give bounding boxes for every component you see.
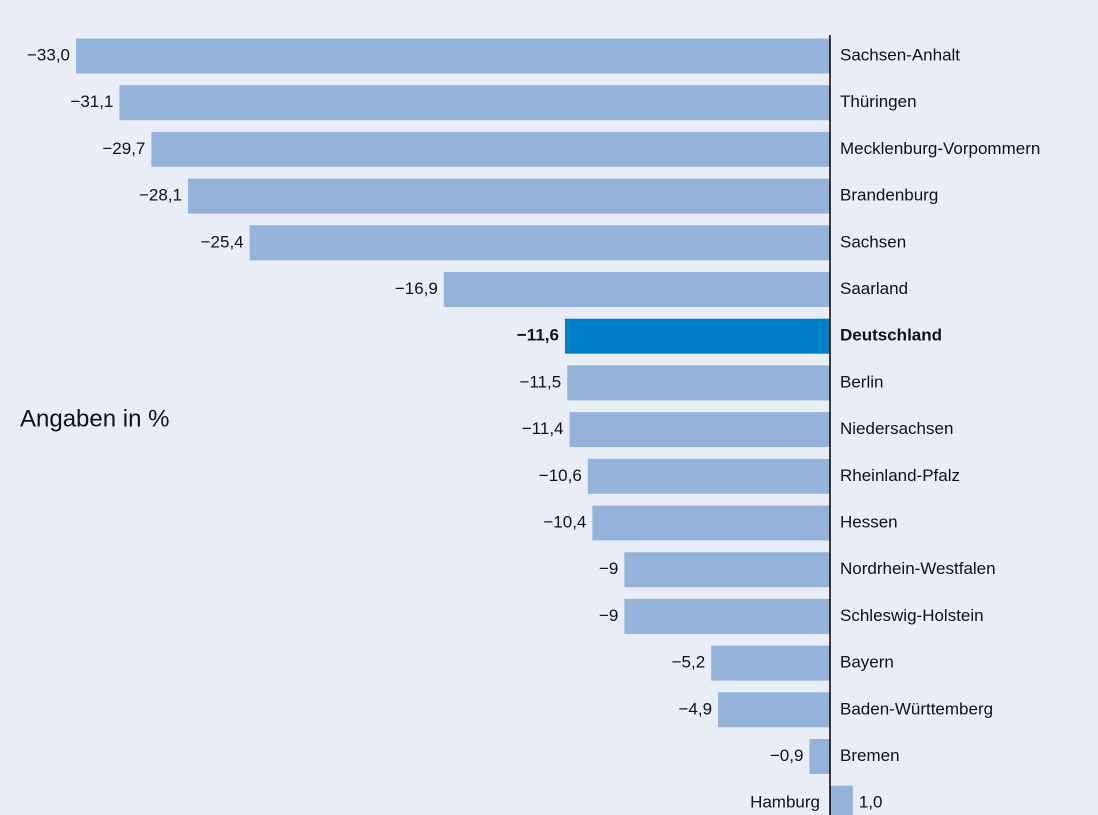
category-label: Deutschland bbox=[840, 326, 942, 345]
bar bbox=[592, 505, 830, 541]
value-label: −25,4 bbox=[201, 232, 244, 251]
value-label: −10,4 bbox=[543, 512, 586, 531]
bar bbox=[587, 458, 830, 494]
category-label: Saarland bbox=[840, 279, 908, 298]
bar bbox=[119, 85, 831, 121]
bar bbox=[711, 645, 830, 681]
bar bbox=[718, 692, 830, 728]
value-label: −28,1 bbox=[139, 186, 182, 205]
value-label: −9 bbox=[599, 559, 618, 578]
bar bbox=[569, 412, 830, 448]
category-label: Brandenburg bbox=[840, 186, 938, 205]
bar bbox=[151, 131, 830, 167]
bar bbox=[76, 38, 830, 74]
value-label: −11,6 bbox=[517, 326, 559, 345]
category-label: Bremen bbox=[840, 746, 900, 765]
value-label: −0,9 bbox=[770, 746, 804, 765]
category-label: Niedersachsen bbox=[840, 419, 953, 438]
category-label: Thüringen bbox=[840, 92, 917, 111]
category-label: Sachsen-Anhalt bbox=[840, 45, 960, 64]
category-label: Mecklenburg-Vorpommern bbox=[840, 139, 1040, 158]
category-label: Sachsen bbox=[840, 232, 906, 251]
category-label: Hessen bbox=[840, 512, 898, 531]
bar bbox=[249, 225, 830, 261]
value-label: −11,4 bbox=[522, 419, 564, 438]
value-label: −33,0 bbox=[27, 45, 70, 64]
category-label: Hamburg bbox=[750, 793, 820, 812]
bar bbox=[830, 785, 853, 815]
category-label: Baden-Württemberg bbox=[840, 699, 993, 718]
value-label: −5,2 bbox=[672, 653, 706, 672]
category-label: Rheinland-Pfalz bbox=[840, 466, 960, 485]
value-label: −29,7 bbox=[102, 139, 145, 158]
bar bbox=[567, 365, 830, 401]
value-label: 1,0 bbox=[859, 793, 883, 812]
value-label: −11,5 bbox=[519, 372, 561, 391]
bar bbox=[624, 552, 830, 588]
category-label: Schleswig-Holstein bbox=[840, 606, 984, 625]
bar bbox=[187, 178, 830, 214]
value-label: −10,6 bbox=[539, 466, 582, 485]
value-label: −31,1 bbox=[70, 92, 113, 111]
annotation: Angaben in % bbox=[20, 405, 169, 432]
category-label: Berlin bbox=[840, 372, 883, 391]
bar bbox=[809, 739, 830, 774]
bar bbox=[564, 318, 830, 354]
value-label: −16,9 bbox=[395, 279, 438, 298]
value-label: −4,9 bbox=[678, 699, 712, 718]
category-label: Bayern bbox=[840, 653, 894, 672]
value-label: −9 bbox=[599, 606, 618, 625]
category-label: Nordrhein-Westfalen bbox=[840, 559, 996, 578]
bar bbox=[624, 598, 830, 634]
bar bbox=[443, 272, 830, 307]
